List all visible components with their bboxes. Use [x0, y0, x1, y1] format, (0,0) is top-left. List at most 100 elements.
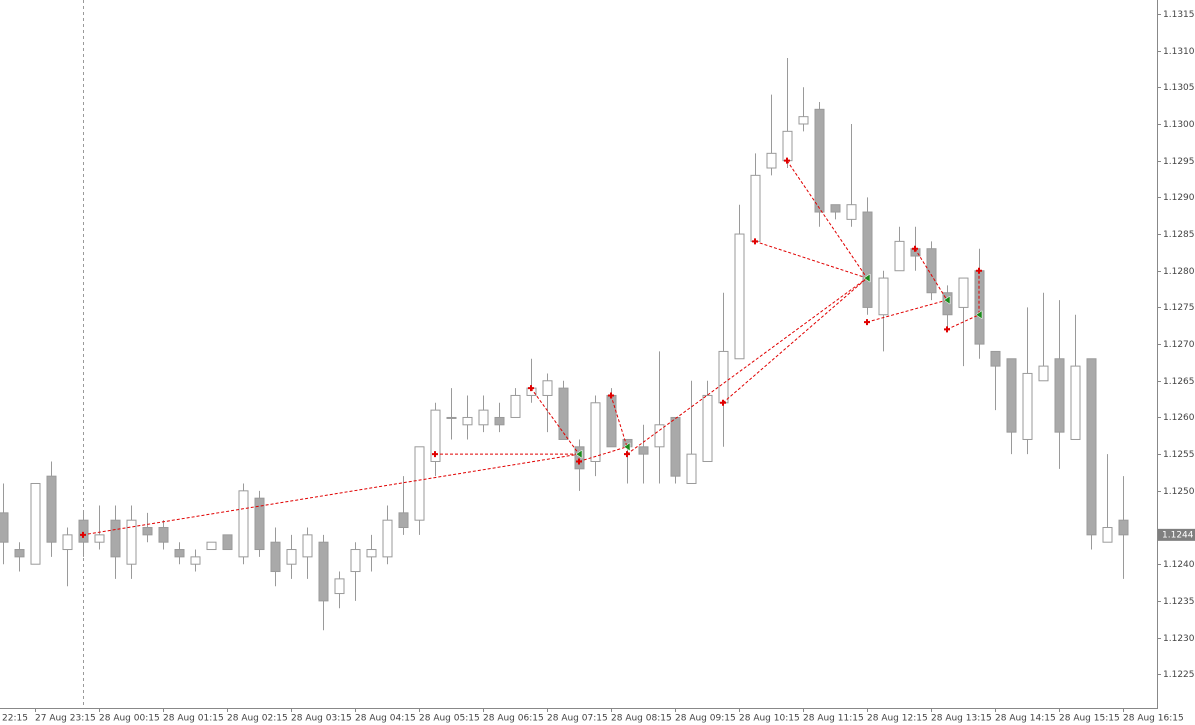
- x-tick-label: 28 Aug 11:15: [803, 714, 864, 724]
- candle-body: [958, 277, 969, 308]
- candle-body: [606, 394, 617, 448]
- y-tick-label: 1.1305: [1163, 83, 1195, 93]
- x-tick-label: 28 Aug 08:15: [611, 714, 672, 724]
- trade-close-marker: [863, 273, 871, 283]
- candle-body: [398, 512, 409, 529]
- x-tick-label: 28 Aug 06:15: [483, 714, 544, 724]
- candle-body: [686, 453, 697, 484]
- y-tick-label: 1.1280: [1163, 267, 1195, 277]
- trade-line: [914, 248, 948, 301]
- y-tick-label: 1.1310: [1163, 47, 1195, 57]
- candle-body: [1086, 358, 1097, 536]
- candle-body: [46, 475, 57, 543]
- candle-body: [190, 556, 201, 565]
- candle-body: [510, 394, 521, 418]
- x-tick-label: 28 Aug 07:15: [547, 714, 608, 724]
- candle-body: [254, 497, 265, 551]
- candle-body: [30, 482, 41, 565]
- candle-body: [174, 549, 185, 558]
- candle-body: [1054, 358, 1065, 433]
- last-price-label: 1.1244: [1162, 530, 1194, 540]
- candle-body: [126, 519, 137, 565]
- candle-body: [222, 534, 233, 551]
- trade-line: [578, 446, 628, 462]
- candle-body: [670, 416, 681, 477]
- candle-body: [318, 541, 329, 602]
- x-tick-label: 28 Aug 00:15: [99, 714, 160, 724]
- trade-open-marker: [944, 326, 950, 333]
- trade-line: [530, 387, 580, 455]
- last-price-box: [1158, 528, 1195, 541]
- candle-body: [238, 490, 249, 558]
- candle-body: [654, 424, 665, 448]
- y-tick-label: 1.1225: [1163, 670, 1195, 680]
- candle-body: [14, 549, 25, 558]
- candle-body: [1022, 372, 1033, 440]
- candle-body: [142, 527, 153, 536]
- x-tick-label: 28 Aug 05:15: [419, 714, 480, 724]
- trade-line: [722, 277, 868, 404]
- candle-body: [1038, 365, 1049, 382]
- y-tick-label: 1.1260: [1163, 413, 1195, 423]
- trade-open-marker: [432, 451, 438, 458]
- trade-line: [946, 314, 980, 330]
- candle-body: [830, 204, 841, 213]
- x-tick-label: 28 Aug 14:15: [995, 714, 1056, 724]
- candle-body: [638, 446, 649, 455]
- candle-body: [94, 534, 105, 543]
- candle-body: [206, 541, 217, 551]
- trade-close-marker: [623, 442, 631, 452]
- y-tick-label: 1.1300: [1163, 120, 1195, 130]
- candle-body: [846, 204, 857, 220]
- trade-open-marker: [80, 531, 86, 538]
- candle-body: [494, 416, 505, 426]
- candle-body: [782, 130, 793, 162]
- candle-body: [110, 519, 121, 558]
- trade-open-marker: [912, 245, 918, 252]
- x-tick-label: 28 Aug 13:15: [931, 714, 992, 724]
- candle-body: [750, 174, 761, 242]
- candle-body: [574, 446, 585, 470]
- candle-body: [478, 409, 489, 426]
- x-tick-label: 28 Aug 12:15: [867, 714, 928, 724]
- trade-line: [786, 160, 868, 279]
- trade-open-marker: [576, 458, 582, 465]
- y-tick-label: 1.1315: [1163, 10, 1195, 20]
- candle-body: [894, 240, 905, 272]
- candle-body: [446, 416, 457, 419]
- candle-body: [78, 519, 89, 543]
- x-tick-label: 28 Aug 16:15: [1123, 714, 1184, 724]
- candle-body: [590, 402, 601, 462]
- trade-open-marker: [608, 392, 614, 399]
- trade-open-marker: [624, 451, 630, 458]
- trade-open-marker: [784, 157, 790, 164]
- y-tick-label: 1.1250: [1163, 487, 1195, 497]
- y-tick-label: 1.1235: [1163, 597, 1195, 607]
- x-tick-label: 28 Aug 02:15: [227, 714, 288, 724]
- candle-body: [302, 534, 313, 558]
- trade-line: [866, 299, 948, 323]
- y-tick-label: 1.1275: [1163, 303, 1195, 313]
- x-tick-label: 28 Aug 01:15: [163, 714, 224, 724]
- candle-body: [990, 350, 1001, 367]
- candle-body: [286, 549, 297, 565]
- candle-body: [942, 292, 953, 316]
- candle-body: [926, 248, 937, 294]
- y-tick-label: 1.1240: [1163, 560, 1195, 570]
- candle-body: [0, 512, 9, 543]
- candle-body: [334, 578, 345, 595]
- candle-body: [1070, 365, 1081, 440]
- candle-body: [862, 211, 873, 308]
- candle-body: [158, 527, 169, 543]
- trade-line: [610, 395, 628, 447]
- y-tick-label: 1.1285: [1163, 230, 1195, 240]
- x-tick-label: 28 Aug 09:15: [675, 714, 736, 724]
- candle-body: [270, 541, 281, 573]
- trade-open-marker: [528, 385, 534, 392]
- x-tick-label: 28 Aug 15:15: [1059, 714, 1120, 724]
- candle-body: [366, 549, 377, 558]
- candle-body: [350, 549, 361, 573]
- candle-body: [798, 116, 809, 125]
- candle-body: [702, 394, 713, 462]
